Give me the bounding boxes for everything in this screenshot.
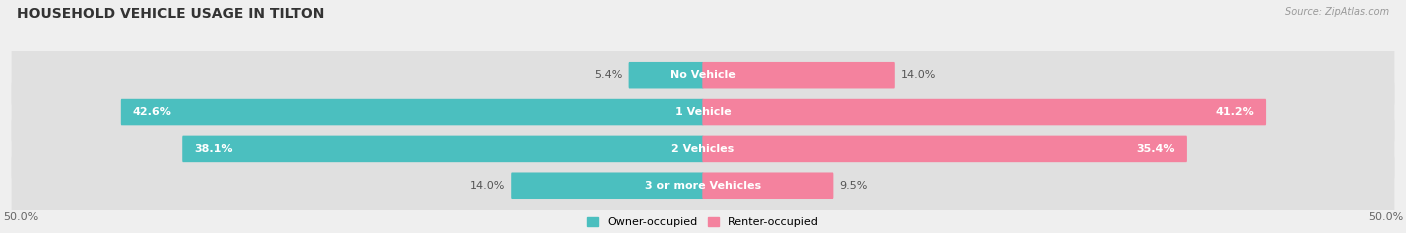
FancyBboxPatch shape [11,80,1395,144]
FancyBboxPatch shape [628,62,703,89]
Text: No Vehicle: No Vehicle [671,70,735,80]
FancyBboxPatch shape [703,172,834,199]
FancyBboxPatch shape [11,43,1395,107]
FancyBboxPatch shape [703,136,1187,162]
Text: 38.1%: 38.1% [194,144,232,154]
Text: 14.0%: 14.0% [470,181,505,191]
Text: 35.4%: 35.4% [1137,144,1175,154]
Text: Source: ZipAtlas.com: Source: ZipAtlas.com [1285,7,1389,17]
FancyBboxPatch shape [11,154,1395,218]
Text: 41.2%: 41.2% [1216,107,1254,117]
FancyBboxPatch shape [703,99,1265,125]
FancyBboxPatch shape [183,136,703,162]
Legend: Owner-occupied, Renter-occupied: Owner-occupied, Renter-occupied [586,217,820,227]
FancyBboxPatch shape [703,62,894,89]
Text: 5.4%: 5.4% [595,70,623,80]
Text: 9.5%: 9.5% [839,181,868,191]
FancyBboxPatch shape [11,117,1395,181]
Text: 1 Vehicle: 1 Vehicle [675,107,731,117]
FancyBboxPatch shape [121,99,703,125]
Text: HOUSEHOLD VEHICLE USAGE IN TILTON: HOUSEHOLD VEHICLE USAGE IN TILTON [17,7,325,21]
Text: 42.6%: 42.6% [132,107,172,117]
Text: 2 Vehicles: 2 Vehicles [672,144,734,154]
Text: 14.0%: 14.0% [901,70,936,80]
FancyBboxPatch shape [512,172,703,199]
Text: 3 or more Vehicles: 3 or more Vehicles [645,181,761,191]
